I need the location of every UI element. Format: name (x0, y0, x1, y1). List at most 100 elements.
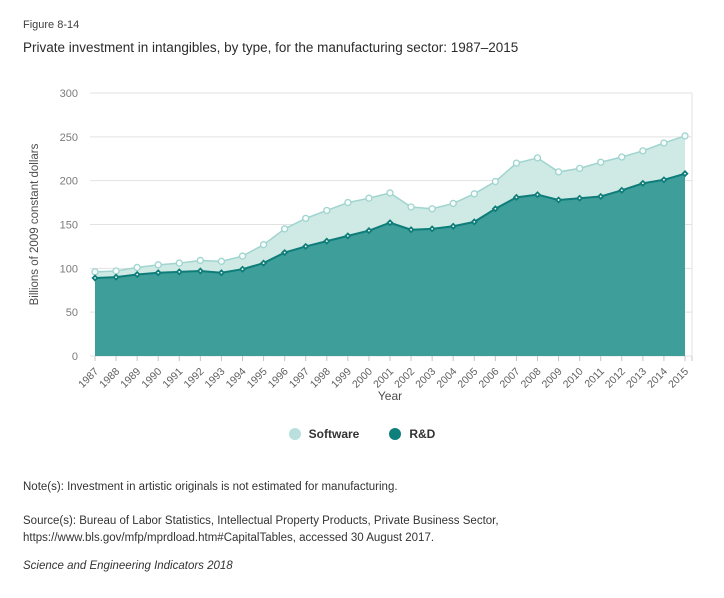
rnd-point-center (241, 268, 244, 271)
software-legend-dot (288, 428, 301, 440)
rnd-point-center (304, 245, 307, 248)
software-point (217, 257, 226, 265)
y-tick-label: 50 (66, 307, 78, 319)
chart-legend: Software R&D (0, 424, 724, 444)
figure-credit: Science and Engineering Indicators 2018 (23, 560, 233, 572)
rnd-point-center (368, 229, 370, 232)
software-point (112, 267, 120, 275)
x-axis-title: Year (378, 389, 402, 403)
stacked-area-chart: 0 50 100 150 200 250 300 1987198819891990199119… (29, 88, 693, 403)
rnd-legend-dot (389, 428, 402, 440)
rnd-point-center (473, 220, 476, 223)
y-tick-label: 250 (60, 132, 78, 144)
rnd-point-center (557, 199, 560, 201)
software-legend-label: Software (308, 427, 360, 441)
x-tick-label: 2013 (624, 366, 649, 391)
y-tick-label: 100 (60, 263, 78, 275)
software-point (323, 206, 331, 215)
rnd-point-center (599, 195, 602, 198)
software-point (407, 203, 415, 211)
software-point (259, 241, 268, 249)
x-tick-label: 2015 (666, 366, 691, 391)
software-point (280, 225, 289, 233)
rnd-point-center (262, 262, 265, 264)
rnd-point-center (199, 270, 202, 272)
software-point (365, 194, 373, 202)
x-tick-label: 2007 (498, 366, 523, 391)
rnd-point-center (346, 234, 349, 237)
x-tick-label: 2011 (582, 366, 607, 391)
rnd-point-center (325, 240, 328, 243)
rnd-point-center (452, 225, 455, 228)
software-area (95, 135, 685, 278)
software-point (386, 189, 394, 197)
software-point (175, 259, 183, 267)
software-point (512, 159, 521, 167)
x-tick-label: 1991 (160, 366, 185, 391)
software-point (470, 190, 478, 198)
x-tick-label: 2006 (476, 366, 501, 391)
software-point (344, 198, 352, 207)
x-axis: 1987198819891990199119921993199419951996… (76, 356, 693, 391)
software-point (449, 199, 457, 208)
software-point (533, 154, 542, 162)
x-tick-label: 1996 (266, 366, 291, 391)
x-tick-label: 2004 (434, 366, 459, 391)
y-tick-label: 200 (60, 176, 78, 188)
software-point (597, 158, 605, 166)
figure-note: Note(s): Investment in artistic original… (23, 481, 398, 493)
software-point (575, 164, 584, 173)
x-tick-label: 1995 (245, 366, 270, 391)
rnd-point-center (578, 197, 581, 200)
software-point (618, 153, 626, 161)
software-point (196, 256, 205, 265)
software-markers (91, 132, 689, 276)
software-point (554, 168, 563, 176)
software-point (660, 139, 668, 147)
y-axis-title: Billions of 2009 constant dollars (29, 143, 41, 305)
x-tick-label: 1989 (118, 366, 143, 391)
rnd-point-center (220, 271, 223, 274)
rnd-point-center (157, 271, 160, 274)
rnd-point-center (684, 172, 686, 175)
rnd-point-center (663, 178, 665, 181)
x-tick-label: 1990 (139, 366, 164, 391)
software-point (639, 147, 647, 155)
software-point (428, 205, 436, 213)
rnd-point-center (389, 221, 391, 224)
x-tick-label: 1997 (287, 366, 312, 391)
software-point (133, 263, 141, 272)
rnd-point-center (515, 196, 518, 199)
y-tick-label: 300 (60, 88, 78, 100)
y-tick-label: 0 (72, 351, 78, 363)
rnd-point-center (620, 189, 623, 192)
rnd-point-center (94, 277, 96, 279)
rnd-point-center (494, 207, 497, 210)
rnd-legend-label: R&D (409, 427, 436, 441)
x-tick-label: 2000 (350, 366, 375, 391)
x-tick-label: 1987 (76, 366, 101, 391)
x-tick-label: 1994 (224, 366, 249, 391)
x-tick-label: 1999 (329, 366, 354, 391)
x-tick-label: 2002 (392, 366, 417, 391)
x-tick-label: 2008 (519, 366, 544, 391)
rnd-point-center (431, 227, 434, 230)
software-point (491, 177, 500, 186)
x-tick-label: 2010 (561, 366, 586, 391)
rnd-point-center (136, 273, 139, 276)
x-tick-label: 2012 (603, 366, 628, 391)
y-tick-label: 150 (60, 220, 78, 232)
figure-title: Private investment in intangibles, by ty… (23, 40, 519, 55)
software-point (302, 214, 310, 223)
figure-number: Figure 8-14 (23, 19, 80, 31)
x-tick-label: 1998 (308, 366, 333, 391)
rnd-point-center (536, 193, 539, 196)
x-tick-label: 1992 (181, 366, 206, 391)
x-tick-label: 2005 (455, 366, 480, 391)
software-point (91, 268, 99, 276)
x-tick-label: 1993 (203, 366, 228, 391)
x-tick-label: 2003 (413, 366, 438, 391)
x-tick-label: 2009 (540, 366, 565, 391)
legend-item-rnd: R&D (389, 427, 435, 441)
legend-item-software: Software (288, 427, 360, 441)
